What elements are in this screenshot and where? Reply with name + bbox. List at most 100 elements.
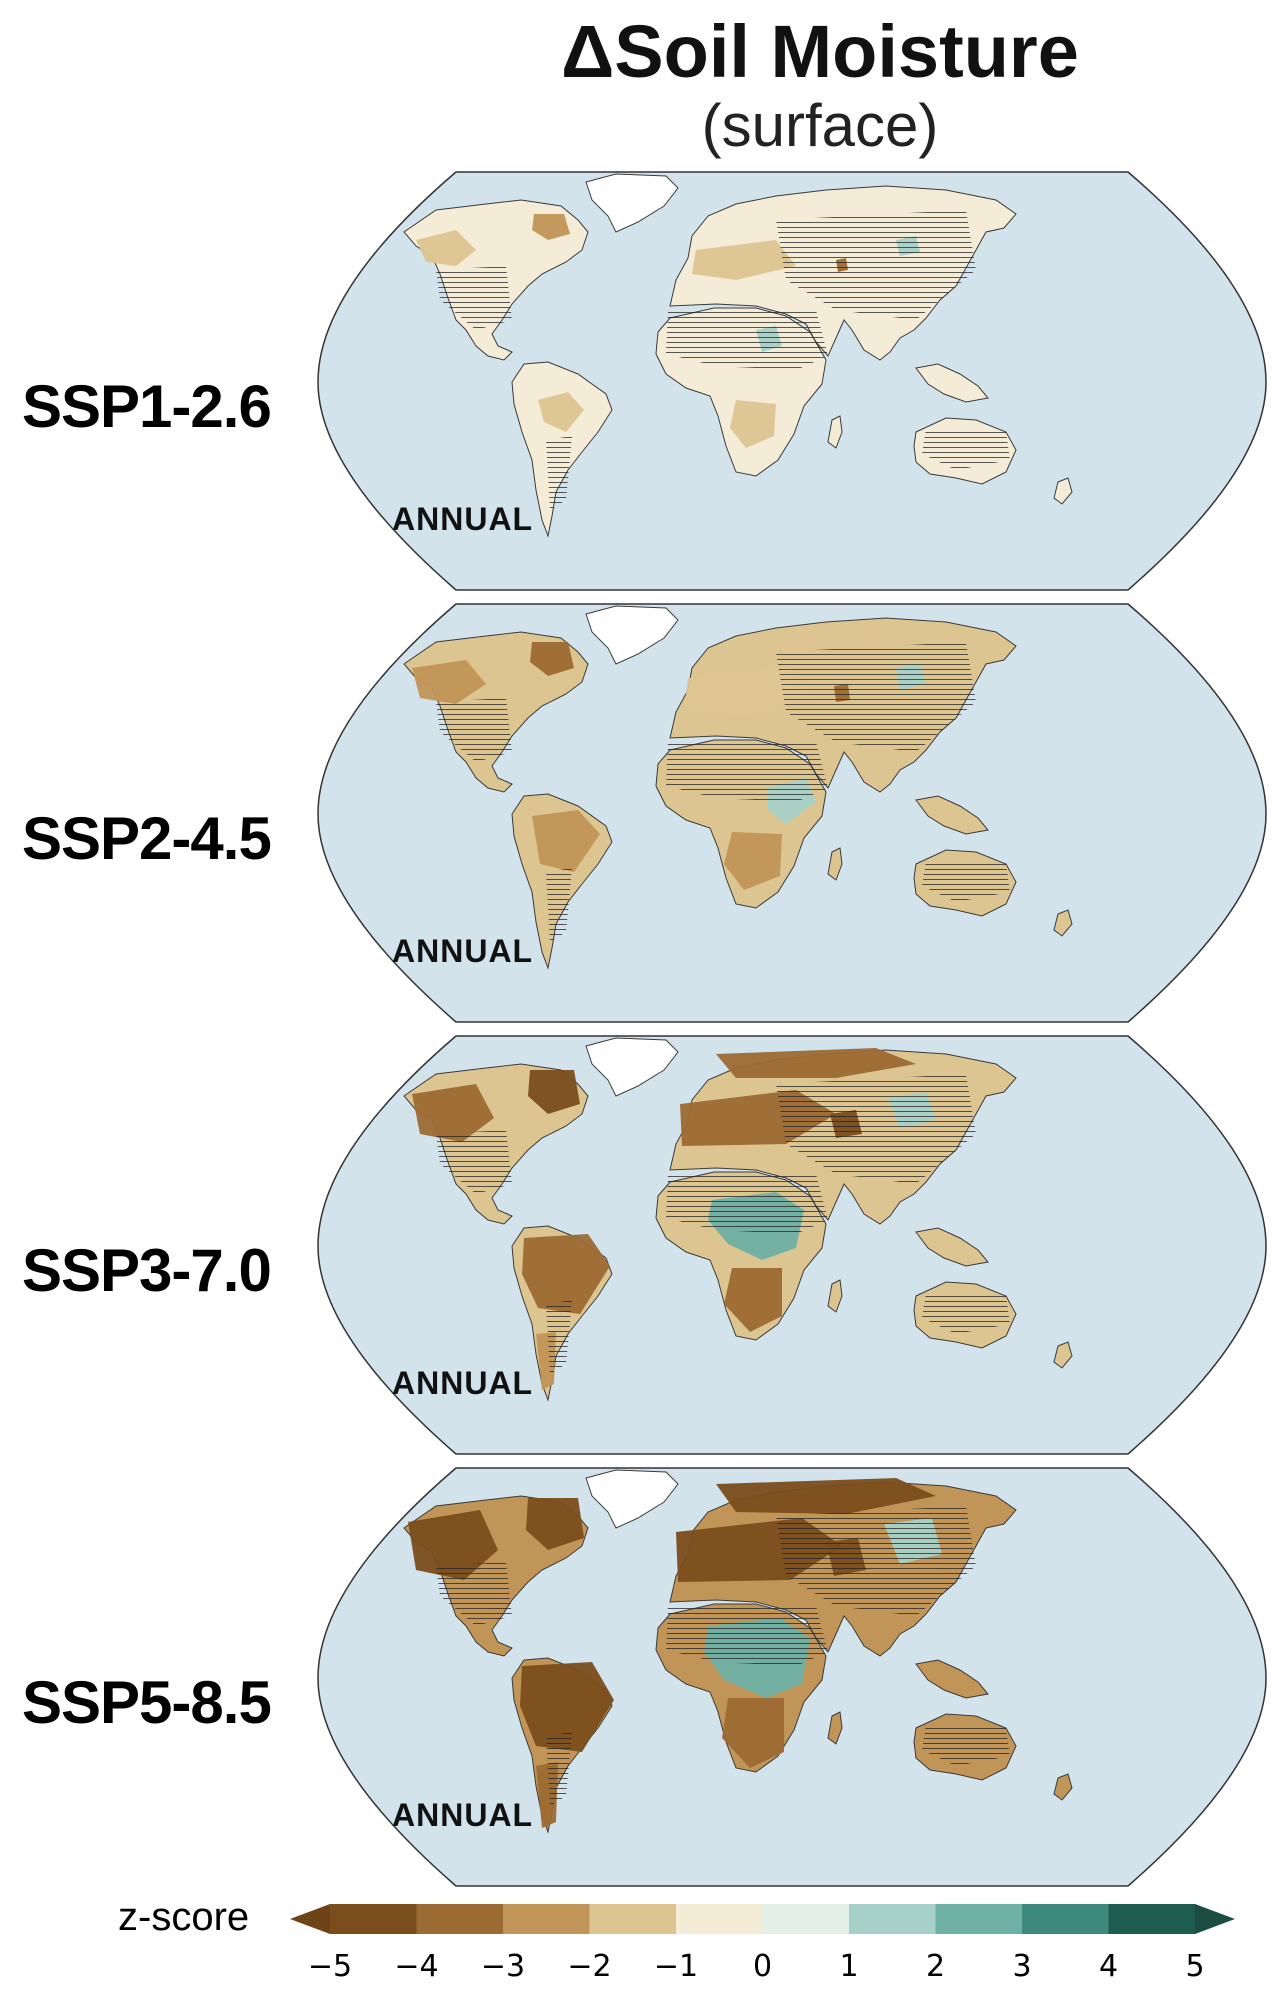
colorbar-ticks: −5 −4 −3 −2 −1 0 1 2 3 4 5	[308, 1949, 1205, 1984]
hatching	[922, 428, 1010, 470]
anomaly-region	[724, 1268, 782, 1332]
map-panel-3: ANNUAL	[317, 1035, 1267, 1455]
greenland	[585, 1469, 679, 1529]
colorbar-tick-label: 0	[753, 1949, 772, 1984]
hatching	[436, 1130, 512, 1194]
season-label: ANNUAL	[392, 933, 533, 969]
hatching	[776, 642, 976, 752]
land-layer	[403, 173, 1073, 538]
anomaly-region	[724, 832, 782, 890]
continent-seAsia	[915, 795, 989, 835]
anomaly-region	[722, 1698, 784, 1768]
anomaly-region	[522, 1234, 610, 1314]
colorbar-tick-label: 3	[1012, 1949, 1031, 1984]
title-main: ΔSoil Moisture	[561, 10, 1079, 93]
continent-newZealand	[1053, 1773, 1073, 1801]
colorbar-swatch	[330, 1904, 417, 1934]
anomaly-region	[716, 1048, 916, 1078]
continent-newZealand	[1053, 1341, 1073, 1369]
colorbar-swatch	[762, 1904, 850, 1934]
hatching	[546, 1732, 572, 1806]
colorbar-swatches	[290, 1904, 1235, 1934]
land-layer	[403, 1037, 1073, 1402]
hatching	[666, 1174, 828, 1234]
continent-madagascar	[827, 415, 843, 449]
anomaly-region	[692, 240, 796, 280]
anomaly-region	[730, 400, 776, 448]
scenario-label-3: SSP3-7.0	[22, 1237, 272, 1304]
colorbar-tick-label: −2	[567, 1949, 611, 1984]
map-panel-1: ANNUAL	[317, 171, 1267, 591]
anomaly-region	[716, 1478, 936, 1514]
anomaly-region	[412, 660, 486, 704]
colorbar-tick-label: 1	[839, 1949, 858, 1984]
colorbar-swatch	[1108, 1904, 1196, 1934]
anomaly-region	[412, 1084, 494, 1142]
anomaly-region	[538, 392, 584, 432]
hatching	[776, 210, 976, 320]
colorbar: z-score −5 −4 −3 −2 −1 0 1 2 3 4 5	[118, 1895, 1235, 1984]
hatching	[776, 1074, 976, 1184]
season-label: ANNUAL	[392, 501, 533, 537]
anomaly-region	[520, 1662, 614, 1752]
scenario-label-1: SSP1-2.6	[22, 373, 272, 440]
map-panel-4: ANNUAL	[317, 1467, 1267, 1887]
colorbar-tick-label: 2	[926, 1949, 945, 1984]
hatching	[922, 1724, 1010, 1766]
colorbar-swatch	[849, 1904, 936, 1934]
continent-madagascar	[827, 1711, 843, 1745]
season-label: ANNUAL	[392, 1365, 533, 1401]
scenario-label-2: SSP2-4.5	[22, 805, 272, 872]
colorbar-label: z-score	[118, 1895, 249, 1939]
scenario-label-4: SSP5-8.5	[22, 1669, 272, 1736]
colorbar-swatch	[589, 1904, 677, 1934]
continent-seAsia	[915, 1659, 989, 1699]
season-label: ANNUAL	[392, 1797, 533, 1833]
anomaly-region	[532, 810, 600, 872]
colorbar-tick-label: −4	[394, 1949, 438, 1984]
map-panel-2: ANNUAL	[317, 603, 1267, 1023]
colorbar-swatch	[676, 1904, 763, 1934]
hatching	[776, 1506, 976, 1616]
continent-newZealand	[1053, 477, 1073, 505]
continent-seAsia	[915, 363, 989, 403]
hatching	[666, 1606, 828, 1666]
hatching	[666, 310, 828, 370]
colorbar-tick-label: −3	[481, 1949, 525, 1984]
continent-seAsia	[915, 1227, 989, 1267]
anomaly-region	[408, 1510, 498, 1580]
colorbar-swatch	[935, 1904, 1023, 1934]
greenland	[585, 605, 679, 665]
colorbar-extend-high	[1195, 1904, 1235, 1934]
continent-madagascar	[827, 1279, 843, 1313]
colorbar-tick-label: 5	[1185, 1949, 1204, 1984]
anomaly-region	[532, 214, 570, 240]
colorbar-swatch	[503, 1904, 590, 1934]
title-sub: (surface)	[701, 92, 939, 159]
anomaly-region	[684, 666, 812, 716]
figure-title: ΔSoil Moisture (surface)	[500, 10, 1140, 158]
colorbar-swatch	[416, 1904, 504, 1934]
colorbar-swatch	[1022, 1904, 1109, 1934]
hatching	[922, 860, 1010, 902]
continent-newZealand	[1053, 909, 1073, 937]
hatching	[922, 1292, 1010, 1334]
anomaly-region	[526, 1498, 584, 1550]
hatching	[546, 868, 572, 942]
greenland	[585, 173, 679, 233]
anomaly-region	[416, 230, 476, 266]
colorbar-tick-label: −5	[308, 1949, 352, 1984]
colorbar-tick-label: 4	[1099, 1949, 1118, 1984]
greenland	[585, 1037, 679, 1097]
hatching	[436, 266, 512, 330]
land-layer	[403, 1469, 1073, 1834]
hatching	[546, 1300, 572, 1374]
anomaly-region	[530, 642, 574, 676]
hatching	[546, 436, 572, 510]
hatching	[436, 698, 512, 762]
colorbar-tick-label: −1	[654, 1949, 698, 1984]
anomaly-region	[528, 1070, 580, 1114]
colorbar-extend-low	[290, 1904, 330, 1934]
hatching	[666, 742, 828, 802]
continent-madagascar	[827, 847, 843, 881]
